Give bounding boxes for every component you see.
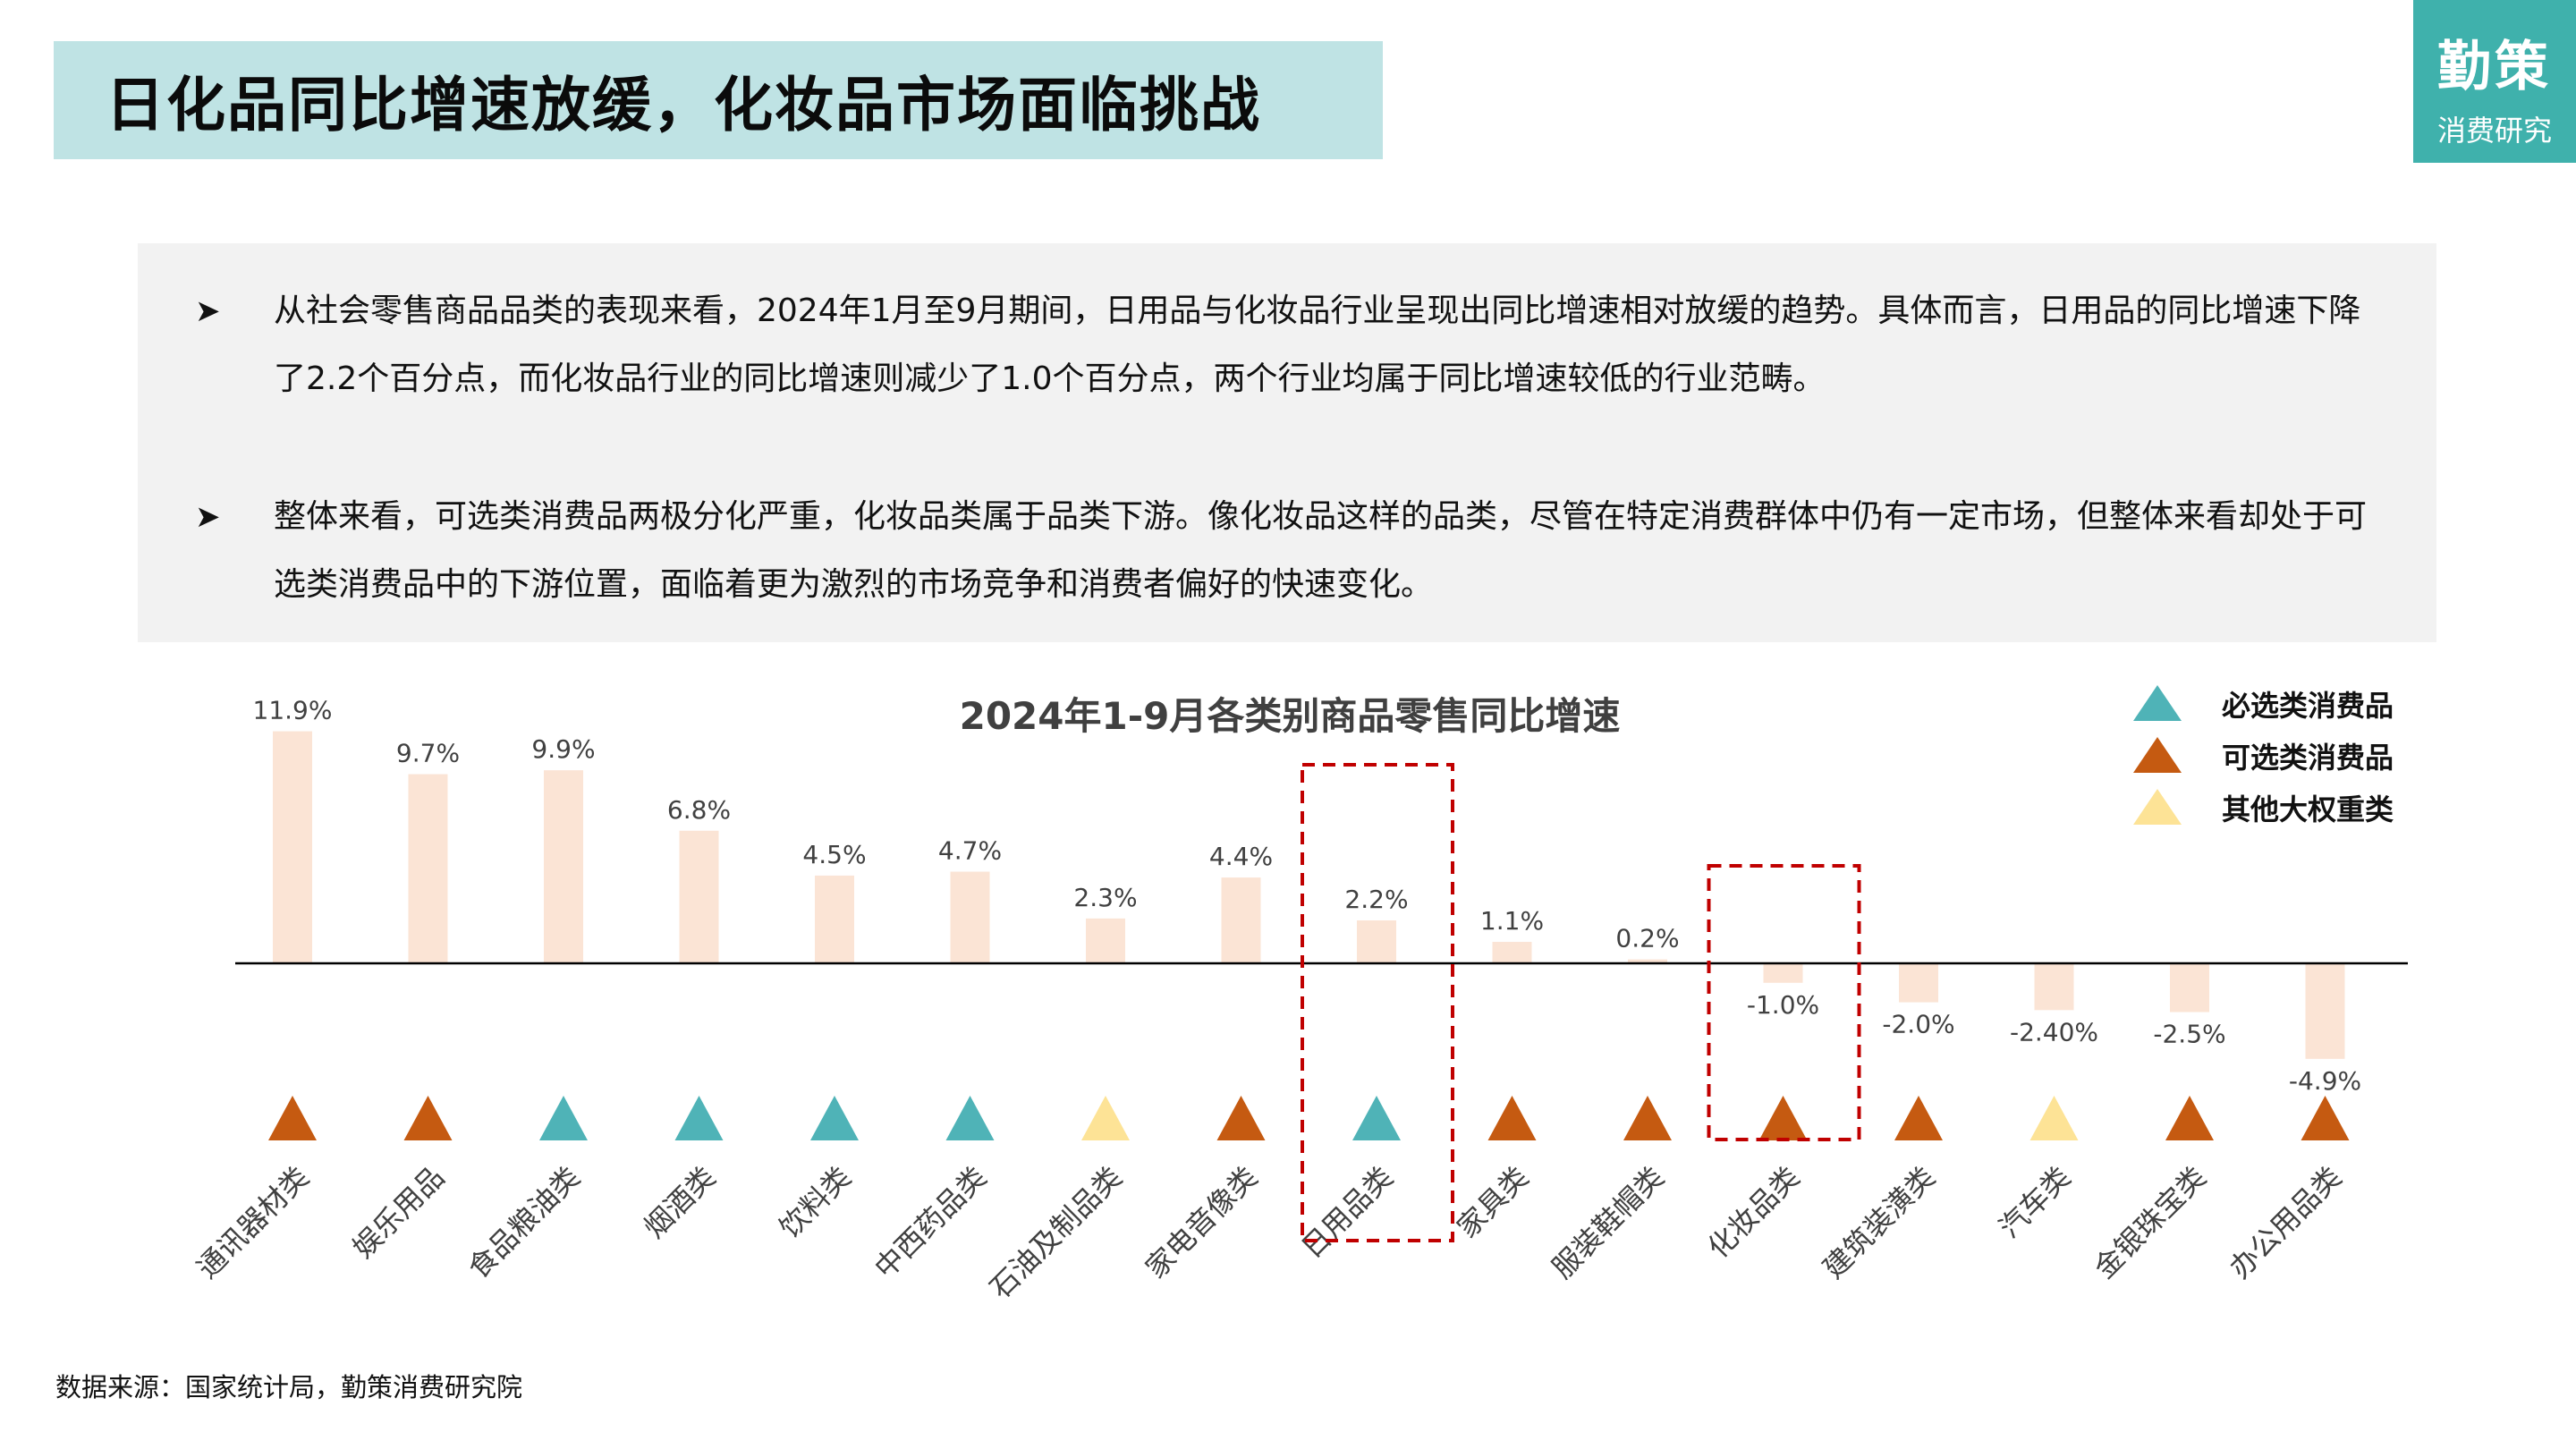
category-tick-label: 日用品类 [1294,1160,1399,1265]
category-type-marker [945,1096,995,1140]
category-type-marker [1081,1096,1130,1140]
summary-text: 从社会零售商品品类的表现来看，2024年1月至9月期间，日用品与化妆品行业呈现出… [274,292,2361,397]
category-tick-label: 娱乐用品 [346,1160,451,1265]
category-type-marker [539,1096,588,1140]
legend-marker [2133,685,2182,721]
data-label: -1.0% [1747,990,1819,1020]
arrow-bullet-icon: ➤ [195,499,221,535]
data-label: 2.2% [1344,885,1408,914]
category-type-marker [1758,1096,1808,1140]
bar [1628,959,1667,963]
category-tick-label: 通讯器材类 [191,1160,316,1285]
data-label: -2.5% [2153,1020,2225,1049]
bar [1086,918,1125,963]
logo-main-text: 勤策 [2437,36,2552,98]
category-type-marker [1352,1096,1401,1140]
data-label: -2.0% [1882,1010,1954,1039]
category-type-marker [403,1096,453,1140]
summary-bullet: ➤ 整体来看，可选类消费品两极分化严重，化妆品类属于品类下游。像化妆品这样的品类… [195,483,2377,619]
category-tick-label: 中西药品类 [868,1160,993,1285]
category-type-marker [2165,1096,2214,1140]
data-label: 4.5% [802,840,866,869]
highlight-box [1707,864,1861,1141]
data-label: 4.7% [938,836,1002,866]
data-label: 0.2% [1615,924,1679,953]
legend-marker [2133,737,2182,773]
data-source-note: 数据来源：国家统计局，勤策消费研究院 [55,1372,523,1402]
data-label: 2.3% [1073,883,1137,912]
highlight-box [1301,763,1454,1242]
bar [1492,942,1532,963]
title-banner: 日化品同比增速放缓，化妆品市场面临挑战 [54,41,1383,159]
legend-marker [2133,789,2182,825]
legend-label: 必选类消费品 [2222,689,2394,723]
bar [408,774,448,963]
data-label: -4.9% [2289,1066,2361,1096]
bar [544,770,583,963]
category-type-marker [1623,1096,1672,1140]
category-tick-label: 家电音像类 [1139,1160,1264,1285]
category-tick-label: 饮料类 [773,1160,858,1245]
category-type-marker [268,1096,317,1140]
bar [2305,963,2345,1059]
data-label: 9.9% [531,734,595,764]
bar [815,875,854,963]
data-label: 11.9% [253,696,333,725]
data-label: 9.7% [396,739,460,768]
bar [2034,963,2074,1011]
category-tick-label: 石油及制品类 [983,1160,1129,1306]
category-tick-label: 建筑装潢类 [1817,1160,1942,1285]
chart-title: 2024年1-9月各类别商品零售同比增速 [960,694,1621,738]
category-type-marker [1894,1096,1943,1140]
data-label: 1.1% [1480,906,1544,936]
bar [1763,963,1803,983]
bar [679,830,719,963]
bar [2170,963,2209,1013]
category-type-marker [2301,1096,2350,1140]
bar [1357,920,1396,963]
data-label: -2.40% [2010,1017,2098,1046]
category-type-marker [810,1096,859,1140]
summary-text: 整体来看，可选类消费品两极分化严重，化妆品类属于品类下游。像化妆品这样的品类，尽… [274,498,2368,603]
bar [1221,877,1261,963]
bar [950,871,990,963]
category-tick-label: 食品粮油类 [462,1160,587,1285]
summary-box: ➤ 从社会零售商品品类的表现来看，2024年1月至9月期间，日用品与化妆品行业呈… [138,243,2436,642]
category-tick-label: 服装鞋帽类 [1546,1160,1671,1285]
category-tick-label: 金银珠宝类 [2088,1160,2213,1285]
logo-sub-text: 消费研究 [2436,114,2552,148]
arrow-bullet-icon: ➤ [195,293,221,329]
category-type-marker [1487,1096,1537,1140]
category-tick-label: 办公用品类 [2223,1160,2348,1285]
category-type-marker [674,1096,724,1140]
data-label: 6.8% [667,795,731,825]
legend-label: 其他大权重类 [2222,792,2394,826]
category-type-marker [2029,1096,2079,1140]
category-tick-label: 家具类 [1450,1160,1535,1245]
page-title: 日化品同比增速放缓，化妆品市场面临挑战 [106,71,1261,140]
category-tick-label: 汽车类 [1992,1160,2077,1245]
legend-label: 可选类消费品 [2222,741,2394,775]
summary-bullet: ➤ 从社会零售商品品类的表现来看，2024年1月至9月期间，日用品与化妆品行业呈… [195,277,2377,413]
bar [273,731,312,963]
data-label: 4.4% [1209,842,1273,871]
category-tick-label: 烟酒类 [637,1160,722,1245]
brand-logo: 勤策 消费研究 [2413,0,2576,163]
category-tick-label: 化妆品类 [1701,1160,1806,1265]
bar [1899,963,1938,1003]
category-type-marker [1216,1096,1266,1140]
